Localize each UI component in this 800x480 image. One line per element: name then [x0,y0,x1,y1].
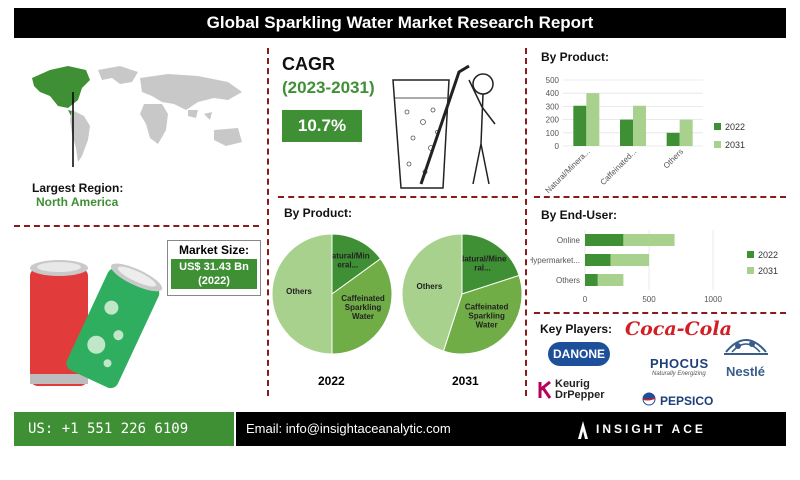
pie-chart-2022: Natural/Min eral... Caffeinated Sparkling Wa… [271,233,393,355]
footer-dark-band [236,412,786,446]
pie-slice [442,274,523,355]
nestle-nest-icon [724,339,768,355]
enduser-xtick-label: 1000 [704,295,722,304]
phocus-logo: PHOCUS [650,356,709,371]
enduser-bar-2022 [585,274,598,286]
pie-slice [401,233,463,352]
enduser-legend-label-2022: 2022 [758,250,778,260]
enduser-legend-label-2031: 2031 [758,266,778,276]
product-bar-2031 [679,119,693,146]
bar-enduser-title: By End-User: [541,208,618,222]
divider-right-h1 [534,196,786,198]
footer-email[interactable]: Email: info@insightaceanalytic.com [246,421,451,436]
product-ytick-label: 200 [546,116,560,125]
cagr-value: 10.7% [282,110,362,142]
product-legend-swatch-2022 [714,123,721,130]
market-size-label: Market Size: [178,243,250,257]
product-legend-swatch-2031 [714,141,721,148]
divider-mid-h [278,196,518,198]
product-bar-2031 [633,105,646,146]
danone-logo: DANONE [548,342,610,366]
keurig-logo: Keurig DrPepper [555,379,605,401]
keurig-logo-line2: DrPepper [555,389,605,401]
pie-slice-label: Caffeinated Sparkling Water [341,294,385,321]
market-size-value: US$ 31.43 Bn (2022) [171,259,257,289]
product-bar-2022 [573,105,587,146]
enduser-bar-2022 [585,254,611,266]
pie-slice [331,233,382,295]
product-category-label: Natural/Minera... [544,147,592,193]
product-category-label: Others [662,147,685,170]
market-size-value-line1: US$ 31.43 Bn [179,261,249,273]
pie-slice-label: Others [286,287,312,296]
nestle-logo: Nestlé [726,364,766,379]
bar-chart-by-end-user: 0 500 1000 Online Hypermarket... Others 2022 20… [530,230,778,304]
cagr-period: (2023-2031) [282,78,375,97]
product-ytick-label: 300 [546,102,560,111]
enduser-xtick-label: 0 [583,295,588,304]
footer: US: +1 551 226 6109 Email: info@insighta… [14,412,786,470]
pie-slice-label: Others [417,282,443,291]
largest-region-value: North America [36,195,119,209]
product-legend-label-2031: 2031 [725,140,745,150]
pepsico-logo: PEPSICO [660,394,714,408]
world-map [32,66,242,167]
product-bar-2022 [620,119,633,146]
footer-brand: INSIGHT ACE ANALYTIC [596,422,706,470]
product-bar-2022 [666,132,680,146]
enduser-bar-2022 [585,234,624,246]
product-ytick-label: 100 [546,129,560,138]
enduser-category-label: Others [556,276,580,285]
report-title: Global Sparkling Water Market Research R… [14,8,786,38]
enduser-bar-2031 [597,274,624,286]
water-glass-illustration [392,64,496,189]
enduser-category-label: Online [557,236,581,245]
bar-chart-by-product: 0 100 200 300 400 500 Natural/Minera... Caffein… [544,76,745,193]
pie-year-2031: 2031 [452,374,479,388]
largest-region-label: Largest Region: [32,181,124,195]
cocacola-logo: Coca-Cola [625,318,732,340]
enduser-bar-2031 [610,254,649,266]
product-bar-2031 [586,93,600,146]
enduser-bar-2031 [623,234,675,246]
key-players-title: Key Players: [540,322,613,336]
divider-right [525,48,527,396]
bar-product-title: By Product: [541,50,610,64]
divider-left-h [14,225,259,227]
pie-slice-label: Caffeinated Sparkling Water [465,303,509,330]
insightace-logo-icon [578,421,588,439]
divider-right-h2 [534,312,786,314]
keurig-logo-line1: Keurig [555,378,590,390]
market-size-value-line2: (2022) [198,275,230,287]
product-ytick-label: 500 [546,76,560,85]
phocus-tagline: Naturally Energizing [652,371,706,377]
product-category-label: Caffeinated... [598,147,638,187]
pie-slice [461,233,520,295]
product-ytick-label: 0 [555,142,560,151]
pie-slice [271,233,333,355]
soda-cans-illustration [30,260,162,389]
cagr-title: CAGR [282,54,335,74]
keurig-k-icon [538,380,552,399]
enduser-legend-swatch-2022 [747,251,754,258]
pie-chart-2031: Natural/Mine ral... Caffeinated Sparkling Wa… [401,233,523,355]
footer-phone[interactable]: US: +1 551 226 6109 [14,412,234,446]
product-ytick-label: 400 [546,89,560,98]
pie-year-2022: 2022 [318,374,345,388]
market-size-box: Market Size: US$ 31.43 Bn (2022) [167,240,261,296]
divider-left [267,48,269,396]
product-legend-label-2022: 2022 [725,122,745,132]
enduser-category-label: Hypermarket... [530,256,580,265]
pie-slice [331,258,393,355]
pie-section-title: By Product: [284,206,353,220]
pepsico-globe-icon [642,392,656,406]
enduser-xtick-label: 500 [642,295,656,304]
enduser-legend-swatch-2031 [747,267,754,274]
